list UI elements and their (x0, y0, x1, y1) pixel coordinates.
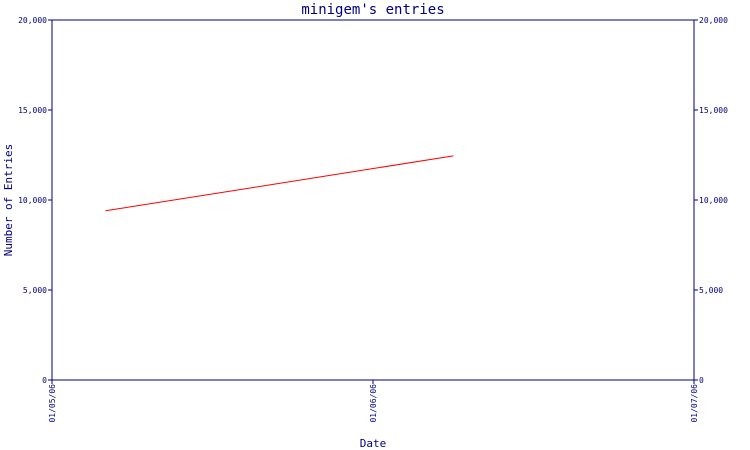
x-axis-label: Date (360, 437, 387, 450)
y-tick-label-left: 0 (42, 376, 47, 385)
x-tick-label: 01/05/06 (48, 384, 57, 423)
y-tick-label-right: 5,000 (699, 286, 723, 295)
y-tick-label-left: 20,000 (18, 16, 47, 25)
y-tick-label-left: 5,000 (23, 286, 47, 295)
x-tick-label: 01/07/06 (690, 384, 699, 423)
y-tick-label-left: 10,000 (18, 196, 47, 205)
x-tick-label: 01/06/06 (369, 384, 378, 423)
y-tick-label-right: 0 (699, 376, 704, 385)
y-tick-label-right: 20,000 (699, 16, 728, 25)
y-axis-label: Number of Entries (2, 144, 15, 257)
y-tick-label-right: 10,000 (699, 196, 728, 205)
y-tick-label-right: 15,000 (699, 106, 728, 115)
series-line (105, 155, 454, 212)
chart-title: minigem's entries (301, 2, 444, 18)
y-tick-label-left: 15,000 (18, 106, 47, 115)
plot-frame (51, 19, 695, 381)
